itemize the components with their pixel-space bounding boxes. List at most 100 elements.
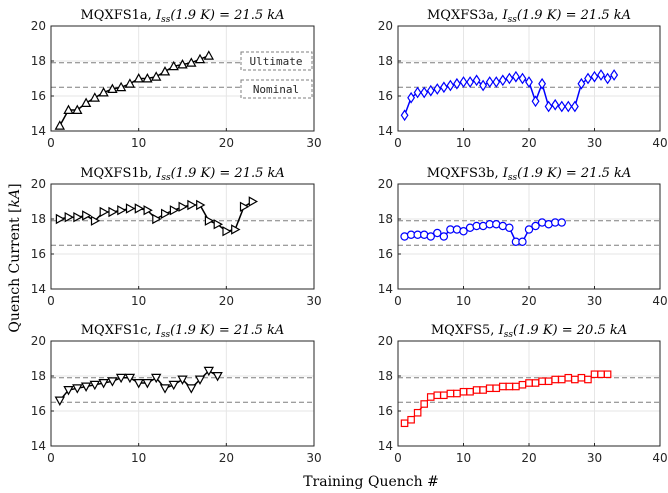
data-point	[505, 382, 514, 391]
data-point	[142, 73, 153, 83]
data-point	[248, 196, 259, 207]
data-point	[124, 78, 136, 88]
data-point	[459, 76, 468, 88]
data-point	[239, 201, 250, 212]
data-point	[99, 206, 110, 218]
y-tick-label: 14	[31, 124, 46, 138]
data-point	[63, 386, 74, 396]
plot-area	[50, 25, 315, 132]
data-point	[479, 79, 488, 92]
y-axis-label: Quench Current [kA]	[7, 183, 23, 332]
data-point	[168, 60, 179, 71]
data-point	[82, 210, 92, 221]
data-point	[577, 77, 586, 90]
chart-panel: 0 10 20 30 40 14 16 18 20 MQXFS3b, Iss(1.9 K) = 2…	[378, 166, 668, 308]
data-point	[212, 372, 223, 382]
data-point	[64, 211, 74, 223]
x-tick-label: 20	[219, 136, 234, 150]
x-tick-label: 30	[306, 136, 321, 150]
data-point	[407, 91, 416, 104]
nominal-annotation-label: Nominal	[253, 83, 299, 96]
x-tick-label: 0	[394, 451, 402, 465]
data-point	[222, 226, 232, 237]
data-point	[531, 221, 540, 231]
data-point	[531, 379, 540, 387]
data-point	[492, 76, 501, 88]
data-point	[590, 70, 599, 83]
data-point	[446, 389, 455, 398]
chart-panel: 0 10 20 30 40 14 16 18 20 MQXFS3a, Iss(1.9 K) = 2…	[378, 8, 668, 150]
data-point	[161, 208, 171, 219]
data-point	[512, 382, 520, 391]
data-point	[152, 213, 162, 225]
y-tick-label: 14	[31, 282, 46, 296]
data-point	[466, 387, 474, 396]
data-point	[426, 232, 435, 241]
data-point	[194, 53, 206, 64]
data-point	[584, 375, 592, 384]
y-tick-label: 16	[31, 247, 46, 261]
x-tick-label: 20	[219, 294, 234, 308]
data-point	[108, 206, 118, 218]
data-point	[557, 375, 566, 384]
x-tick-label: 20	[521, 136, 536, 150]
data-point	[150, 373, 162, 384]
data-point	[115, 81, 127, 92]
data-point	[186, 57, 197, 67]
data-point	[72, 104, 83, 115]
data-point	[603, 72, 612, 85]
data-point	[407, 415, 415, 424]
data-point	[72, 384, 83, 394]
x-tick-label: 10	[456, 136, 471, 150]
x-tick-label: 0	[394, 294, 402, 308]
data-point	[472, 386, 481, 394]
chart-panel: 0 10 20 30 40 14 16 18 20 MQXFS5, Iss(1.9 K) = 20…	[378, 323, 668, 465]
data-point	[557, 218, 566, 227]
x-tick-label: 20	[521, 451, 536, 465]
y-tick-label: 20	[378, 177, 393, 191]
y-tick-label: 18	[378, 369, 393, 383]
x-tick-label: 30	[587, 136, 602, 150]
panel-title: MQXFS3b, Iss(1.9 K) = 21.5 kA	[427, 166, 632, 183]
y-tick-label: 16	[378, 89, 393, 103]
x-tick-label: 20	[521, 294, 536, 308]
data-point	[564, 100, 573, 113]
data-point	[544, 377, 553, 386]
x-tick-label: 10	[456, 294, 471, 308]
data-point	[498, 74, 507, 87]
x-tick-label: 10	[131, 451, 146, 465]
data-point	[590, 370, 599, 379]
data-point	[204, 215, 215, 226]
data-point	[511, 70, 520, 83]
x-tick-label: 0	[47, 294, 55, 308]
data-point	[133, 379, 144, 389]
panel-title: MQXFS3a, Iss(1.9 K) = 21.5 kA	[427, 8, 631, 25]
y-tick-label: 18	[378, 212, 393, 226]
data-point	[492, 384, 501, 393]
data-point	[485, 384, 494, 393]
data-point	[439, 232, 449, 241]
data-point	[115, 373, 127, 384]
data-point	[518, 380, 527, 389]
data-point	[459, 387, 468, 396]
plot-area	[50, 340, 315, 447]
data-point	[177, 375, 188, 385]
data-point	[439, 81, 448, 94]
x-tick-label: 30	[306, 294, 321, 308]
data-point	[203, 50, 215, 60]
data-point	[505, 72, 514, 85]
data-point	[426, 84, 435, 97]
data-point	[577, 373, 586, 382]
data-point	[485, 76, 494, 88]
data-point	[213, 219, 224, 230]
data-point	[178, 201, 188, 212]
data-point	[472, 74, 481, 87]
data-point	[400, 109, 409, 122]
data-point	[413, 86, 422, 99]
data-point	[89, 380, 101, 391]
chart-panel: Ultimate Nominal 0 10 20 30 14 16 18 20 MQXFS1a, I…	[31, 8, 322, 150]
data-point	[231, 224, 241, 235]
data-point	[98, 87, 109, 97]
data-point	[125, 203, 136, 214]
data-point	[453, 389, 461, 398]
